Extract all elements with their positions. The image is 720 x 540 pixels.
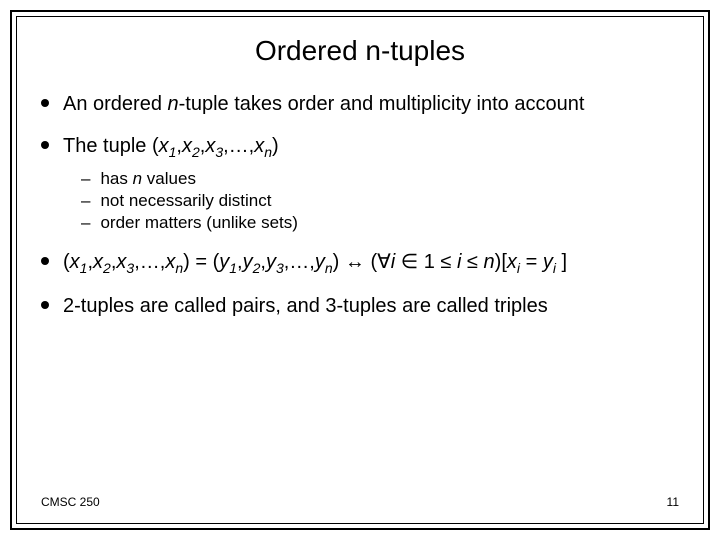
var: y (543, 251, 553, 273)
text: ( (63, 251, 70, 273)
text-italic: n (168, 93, 179, 115)
sub-3-text: order matters (unlike sets) (100, 213, 297, 233)
sub-item-3: – order matters (unlike sets) (81, 213, 679, 233)
bullet-dot-icon (41, 257, 49, 265)
var: y (315, 251, 325, 273)
footer-left: CMSC 250 (41, 495, 100, 509)
text: ] (556, 251, 567, 273)
bullet-3-text: (x1,x2,x3,…,xn) = (y1,y2,y3,…,yn) ↔ (∀i … (63, 249, 567, 277)
text: )[ (495, 251, 507, 273)
text: ) ↔ (∀ (333, 251, 391, 273)
bullet-1-text: An ordered n-tuple takes order and multi… (63, 91, 584, 117)
bullet-2: The tuple (x1,x2,x3,…,xn) (41, 133, 679, 161)
var: y (219, 251, 229, 273)
slide-footer: CMSC 250 11 (41, 495, 679, 509)
text: ,…, (223, 135, 254, 157)
sub-1-text: has n values (100, 169, 195, 189)
var: x (159, 135, 169, 157)
dash-icon: – (81, 213, 90, 233)
sub-item-1: – has n values (81, 169, 679, 189)
text: ) = ( (183, 251, 219, 273)
var: i (457, 251, 467, 273)
dash-icon: – (81, 169, 90, 189)
text: An ordered (63, 93, 168, 115)
sub: 2 (192, 144, 200, 160)
sub: 3 (276, 260, 284, 276)
text: = (520, 251, 543, 273)
dash-icon: – (81, 191, 90, 211)
sub: n (264, 144, 272, 160)
var: x (70, 251, 80, 273)
var: x (116, 251, 126, 273)
var: x (205, 135, 215, 157)
bullet-4: 2-tuples are called pairs, and 3-tuples … (41, 293, 679, 319)
var: y (243, 251, 253, 273)
text-italic: n (133, 169, 142, 188)
bullet-dot-icon (41, 99, 49, 107)
bullet-2-text: The tuple (x1,x2,x3,…,xn) (63, 133, 279, 161)
sub-2-text: not necessarily distinct (100, 191, 271, 211)
var: x (507, 251, 517, 273)
var: x (165, 251, 175, 273)
var: x (182, 135, 192, 157)
text: ,…, (134, 251, 165, 273)
slide-title: Ordered n-tuples (41, 35, 679, 67)
var: x (254, 135, 264, 157)
sub: 2 (103, 260, 111, 276)
page-number: 11 (667, 495, 679, 509)
var: i (391, 251, 401, 273)
sub: 3 (215, 144, 223, 160)
text: -tuple takes order and multiplicity into… (179, 93, 585, 115)
sub: 1 (229, 260, 237, 276)
text: ≤ (467, 251, 484, 273)
text: values (142, 169, 196, 188)
var: n (484, 251, 495, 273)
bullet-dot-icon (41, 301, 49, 309)
slide-content: An ordered n-tuple takes order and multi… (41, 91, 679, 495)
sub-list: – has n values – not necessarily distinc… (81, 169, 679, 233)
text: ∈ 1 ≤ (401, 251, 457, 273)
bullet-1: An ordered n-tuple takes order and multi… (41, 91, 679, 117)
text: ) (272, 135, 279, 157)
var: y (266, 251, 276, 273)
sub-item-2: – not necessarily distinct (81, 191, 679, 211)
sub: n (325, 260, 333, 276)
bullet-dot-icon (41, 141, 49, 149)
bullet-4-text: 2-tuples are called pairs, and 3-tuples … (63, 293, 548, 319)
sub: n (175, 260, 183, 276)
text: ,…, (284, 251, 315, 273)
var: x (93, 251, 103, 273)
text: The tuple ( (63, 135, 159, 157)
bullet-3: (x1,x2,x3,…,xn) = (y1,y2,y3,…,yn) ↔ (∀i … (41, 249, 679, 277)
slide-frame: Ordered n-tuples An ordered n-tuple take… (16, 16, 704, 524)
text: has (100, 169, 132, 188)
